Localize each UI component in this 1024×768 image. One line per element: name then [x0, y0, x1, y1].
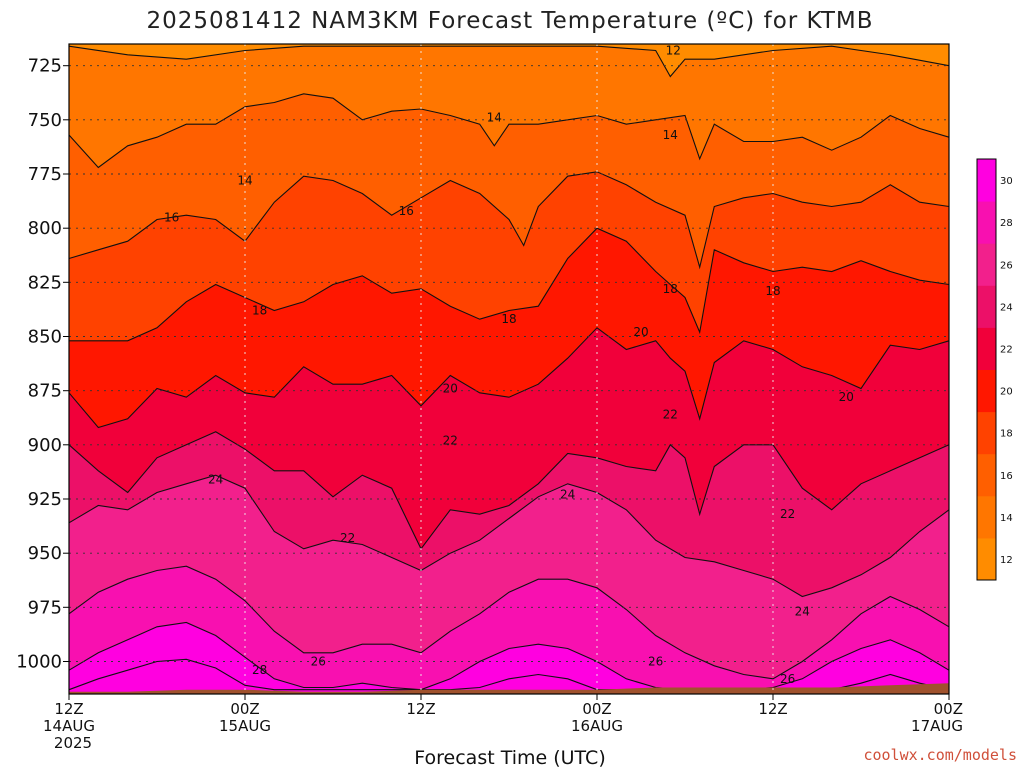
contour-label: 24 [208, 473, 223, 487]
colorbar-tick-label: 20 [1000, 387, 1013, 398]
contour-label: 22 [663, 408, 678, 422]
x-tick-label: 14AUG [43, 717, 95, 735]
isotherm-16 [68, 171, 950, 270]
colorbar-tick-label: 26 [1000, 260, 1013, 271]
contour-label: 14 [237, 174, 252, 188]
colorbar-tick-label: 28 [1000, 218, 1013, 229]
isotherm-24 [68, 474, 950, 598]
contour-label: 18 [663, 282, 678, 296]
y-tick-label: 850 [28, 327, 62, 348]
x-tick-label: 00Z [934, 700, 963, 718]
band-above-24 [69, 475, 949, 694]
contour-label: 24 [795, 605, 810, 619]
y-tick-label: 750 [28, 110, 62, 131]
contour-label: 16 [399, 204, 414, 218]
colorbar-tick-label: 18 [1000, 429, 1013, 440]
isotherm-28 [68, 621, 950, 691]
contour-label: 18 [252, 304, 267, 318]
colorbar: 12 14 16 18 20 22 24 26 28 30 [976, 158, 1013, 581]
colorbar-frame [976, 158, 997, 581]
contour-label: 20 [839, 390, 854, 404]
colorbar-tick-label: 22 [1000, 344, 1013, 355]
y-tick-label: 725 [28, 56, 62, 77]
plot-area: 12 14 14 14 16 16 18 18 18 18 20 20 20 22 22 22 22 24 24 24… [68, 43, 950, 695]
x-tick-label: 12Z [54, 700, 83, 718]
y-tick-label: 775 [28, 164, 62, 185]
colorbar-segment [977, 453, 996, 497]
y-tick-label: 975 [28, 597, 62, 618]
isotherm-18 [69, 227, 950, 342]
isotherm-20 [68, 327, 950, 429]
colorbar-segment [977, 159, 996, 202]
isotherm-12 [68, 45, 950, 78]
y-tick-label: 825 [28, 272, 62, 293]
contour-label: 26 [311, 655, 326, 669]
contour-label: 22 [443, 434, 458, 448]
plot-frame [68, 43, 950, 695]
y-tick-label: 900 [28, 435, 62, 456]
isotherm-14 [68, 93, 950, 169]
y-tick-label: 875 [28, 381, 62, 402]
x-tick-label: 12Z [758, 700, 787, 718]
contour-label: 14 [663, 128, 678, 142]
y-axis: 725 750 775 800 825 850 875 900 925 950 975 1000 [16, 56, 69, 673]
contour-label: 14 [487, 111, 502, 125]
chart-title: 2025081412 NAM3KM Forecast Temperature (… [147, 8, 874, 34]
contour-label: 26 [648, 655, 663, 669]
x-tick-label: 2025 [54, 734, 92, 752]
y-tick-label: 950 [28, 543, 62, 564]
isotherm-22 [68, 431, 950, 550]
contour-label: 20 [633, 325, 648, 339]
contour-label: 16 [164, 210, 179, 224]
contour-label: 18 [765, 284, 780, 298]
colorbar-segment [977, 369, 996, 413]
colorbar-segment [977, 537, 996, 581]
y-tick-label: 925 [28, 489, 62, 510]
x-tick-label: 00Z [230, 700, 259, 718]
y-tick-label: 800 [28, 218, 62, 239]
contour-label: 20 [443, 382, 458, 396]
colorbar-tick-label: 14 [1000, 513, 1013, 524]
band-above-26 [69, 566, 949, 694]
contour-label: 24 [560, 488, 575, 502]
credit-text: coolwx.com/models [863, 746, 1017, 764]
temperature-fills [69, 44, 949, 695]
colorbar-tick-label: 30 [1000, 176, 1013, 187]
contour-label: 18 [501, 312, 516, 326]
x-axis-label: Forecast Time (UTC) [414, 747, 605, 768]
contour-label: 22 [780, 507, 795, 521]
ground-fill [69, 683, 949, 694]
band-above-28 [69, 622, 949, 694]
colorbar-tick-label: 16 [1000, 471, 1013, 482]
ground-layer [69, 683, 949, 694]
isotherm-26 [68, 565, 950, 680]
colorbar-segment [977, 201, 996, 244]
y-tick-label: 1000 [16, 652, 62, 673]
contour-label: 28 [252, 663, 267, 677]
colorbar-segment [977, 243, 996, 286]
x-tick-label: 15AUG [219, 717, 271, 735]
colorbar-segment [977, 285, 996, 328]
contour-label: 26 [780, 672, 795, 686]
colorbar-tick-label: 24 [1000, 302, 1013, 313]
contour-labels: 12 14 14 14 16 16 18 18 18 18 20 20 20 22 22 22 22 24 24 24… [164, 44, 854, 686]
x-tick-label: 16AUG [571, 717, 623, 735]
x-tick-label: 00Z [582, 700, 611, 718]
colorbar-segment [977, 411, 996, 455]
x-tick-label: 12Z [406, 700, 435, 718]
x-tick-label: 17AUG [911, 717, 963, 735]
colorbar-tick-label: 12 [1000, 555, 1013, 566]
contour-label: 22 [340, 531, 355, 545]
colorbar-segment [977, 495, 996, 539]
colorbar-segment [977, 327, 996, 370]
contour-label: 12 [666, 44, 681, 58]
